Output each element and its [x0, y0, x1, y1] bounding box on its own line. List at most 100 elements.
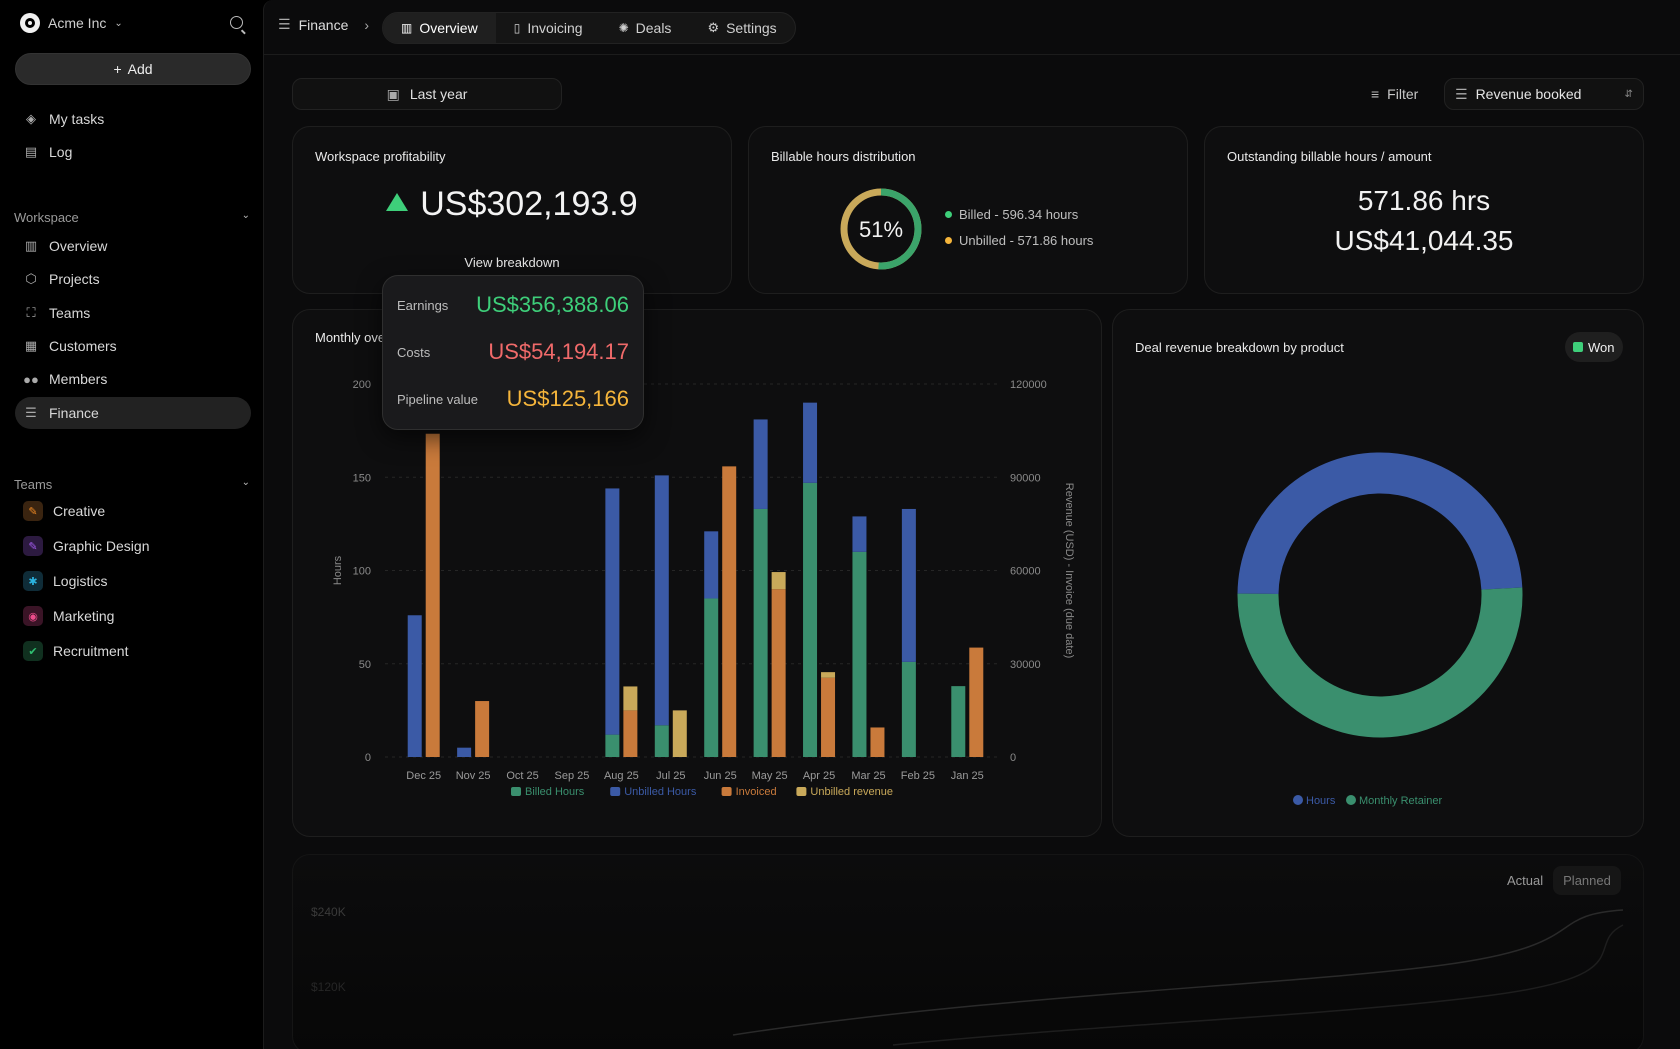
building-icon: ▦	[24, 338, 38, 353]
legend-dot	[945, 237, 952, 244]
card-title: Billable hours distribution	[771, 149, 916, 164]
legend-swatch	[511, 787, 521, 796]
bar-invoiced	[475, 701, 490, 757]
deal-donut-chart: Hours Monthly Retainer	[1237, 452, 1523, 807]
bar-unbilled-revenue	[771, 572, 786, 590]
tab-overview[interactable]: ▥ Overview	[383, 13, 496, 43]
y2-axis-title: Revenue (USD) - Invoice (due date)	[1063, 483, 1075, 658]
sidebar-item-overview[interactable]: ▥ Overview	[15, 230, 251, 262]
tab-invoicing[interactable]: ▯ Invoicing	[496, 13, 601, 43]
camera-icon: ◉	[23, 606, 43, 626]
pipeline-value: US$125,166	[506, 386, 629, 411]
sidebar-item-customers[interactable]: ▦ Customers	[15, 330, 251, 362]
sidebar-item-label: Creative	[53, 503, 106, 519]
log-icon: ▤	[24, 144, 38, 159]
date-range-button[interactable]: ▣ Last year	[292, 78, 562, 110]
billable-ring: 51%	[840, 188, 922, 270]
legend-dot	[1346, 795, 1356, 805]
tab-label: Invoicing	[527, 20, 583, 36]
box-icon: ⬡	[25, 271, 37, 286]
won-filter-badge[interactable]: Won	[1565, 332, 1623, 362]
card-title: Outstanding billable hours / amount	[1227, 149, 1432, 164]
forecast-path	[892, 924, 1624, 1046]
sidebar-item-label: My tasks	[49, 111, 105, 127]
org-name: Acme Inc	[48, 15, 107, 31]
sidebar-team-logistics[interactable]: ✱ Logistics	[15, 565, 251, 597]
x-tick-label: Mar 25	[851, 770, 885, 782]
bar-billed-hours	[803, 482, 818, 757]
workspace-section-header[interactable]: Workspace ⌄	[14, 210, 250, 225]
view-breakdown-link[interactable]: View breakdown	[464, 255, 560, 270]
sidebar-item-finance[interactable]: ☰ Finance	[15, 397, 251, 429]
x-tick-label: Oct 25	[506, 770, 538, 782]
bar-unbilled-hours	[654, 475, 669, 726]
costs-value: US$54,194.17	[488, 339, 629, 364]
search-icon[interactable]	[230, 16, 243, 29]
breadcrumb-finance: Finance	[298, 16, 349, 33]
donut-slice-monthly-retainer	[1237, 587, 1523, 738]
bar-unbilled-revenue	[623, 686, 638, 711]
sidebar-team-creative[interactable]: ✎ Creative	[15, 495, 251, 527]
x-tick-label: Aug 25	[604, 770, 639, 782]
bar-unbilled-hours	[407, 615, 422, 757]
chevron-right-icon: ›	[364, 16, 370, 33]
legend-dot	[1293, 795, 1303, 805]
legend-label: Unbilled revenue	[810, 786, 893, 798]
filter-icon: ≡	[1371, 86, 1380, 102]
document-icon: ▯	[513, 21, 521, 35]
bar-invoiced	[870, 727, 885, 757]
teams-section-header[interactable]: Teams ⌄	[14, 477, 250, 492]
sidebar-item-teams[interactable]: ⛶ Teams	[15, 297, 251, 329]
toggle-planned[interactable]: Planned	[1553, 866, 1621, 895]
x-tick-label: Jan 25	[951, 770, 984, 782]
tab-bar: ▥ Overview ▯ Invoicing ✺ Deals ⚙ Setting…	[382, 12, 796, 44]
sidebar-team-graphic-design[interactable]: ✎ Graphic Design	[15, 530, 251, 562]
sidebar-item-projects[interactable]: ⬡ Projects	[15, 263, 251, 295]
card-title: Workspace profitability	[315, 149, 446, 164]
bar-unbilled-hours	[803, 402, 818, 483]
profitability-kpi: US$302,193.9	[293, 185, 731, 224]
toggle-actual[interactable]: Actual	[1507, 873, 1544, 888]
sidebar-item-my-tasks[interactable]: ◈ My tasks	[15, 103, 251, 135]
outstanding-hours: 571.86 hrs	[1357, 185, 1491, 216]
breadcrumb[interactable]: ☰ Finance ›	[278, 16, 369, 33]
bar-unbilled-hours	[852, 516, 867, 552]
trend-up-icon	[386, 193, 409, 211]
chevron-down-icon: ⌄	[241, 210, 250, 221]
sidebar-item-label: Marketing	[53, 608, 115, 624]
bar-chart-icon: ▥	[24, 238, 38, 253]
org-switcher[interactable]: Acme Inc ⌄	[20, 12, 123, 34]
sidebar-item-members[interactable]: ●● Members	[15, 363, 251, 395]
metric-select[interactable]: ☰ Revenue booked ⇵	[1444, 78, 1644, 110]
updown-icon: ⇵	[1624, 88, 1633, 100]
legend-label: Unbilled Hours	[624, 786, 697, 798]
won-swatch	[1573, 342, 1583, 352]
pipeline-label: Pipeline value	[397, 391, 478, 407]
bar-unbilled-hours	[901, 508, 916, 662]
bar-invoiced	[969, 647, 984, 757]
filter-button[interactable]: ≡ Filter	[1371, 86, 1418, 102]
tab-deals[interactable]: ✺ Deals	[601, 13, 690, 43]
date-range-label: Last year	[409, 86, 468, 102]
revenue-forecast-card: $240K $120K	[292, 854, 1644, 1049]
bar-unbilled-revenue	[672, 710, 687, 757]
tab-settings[interactable]: ⚙ Settings	[689, 13, 794, 43]
x-tick-label: Jul 25	[656, 770, 685, 782]
section-title: Workspace	[14, 210, 79, 225]
tab-label: Settings	[726, 20, 777, 36]
y-tick-label: 200	[353, 379, 371, 391]
brush-icon: ✎	[23, 501, 43, 521]
legend-label: Invoiced	[736, 786, 777, 798]
bar-billed-hours	[901, 661, 916, 757]
outstanding-card: Outstanding billable hours / amount 571.…	[1204, 126, 1644, 294]
x-tick-label: Nov 25	[456, 770, 491, 782]
sidebar-team-marketing[interactable]: ◉ Marketing	[15, 600, 251, 632]
sidebar-team-recruitment[interactable]: ✔ Recruitment	[15, 635, 251, 667]
sidebar-item-log[interactable]: ▤ Log	[15, 136, 251, 168]
monthly-bar-chart: 0 50 100 150 200 0 30000 60000 90000 120000 Hours R…	[332, 379, 1075, 798]
sidebar-item-label: Overview	[49, 238, 108, 254]
stack-icon: ◈	[26, 111, 36, 126]
add-button[interactable]: + Add	[15, 53, 251, 85]
legend-label: Billed Hours	[525, 786, 585, 798]
earnings-label: Earnings	[397, 297, 449, 313]
